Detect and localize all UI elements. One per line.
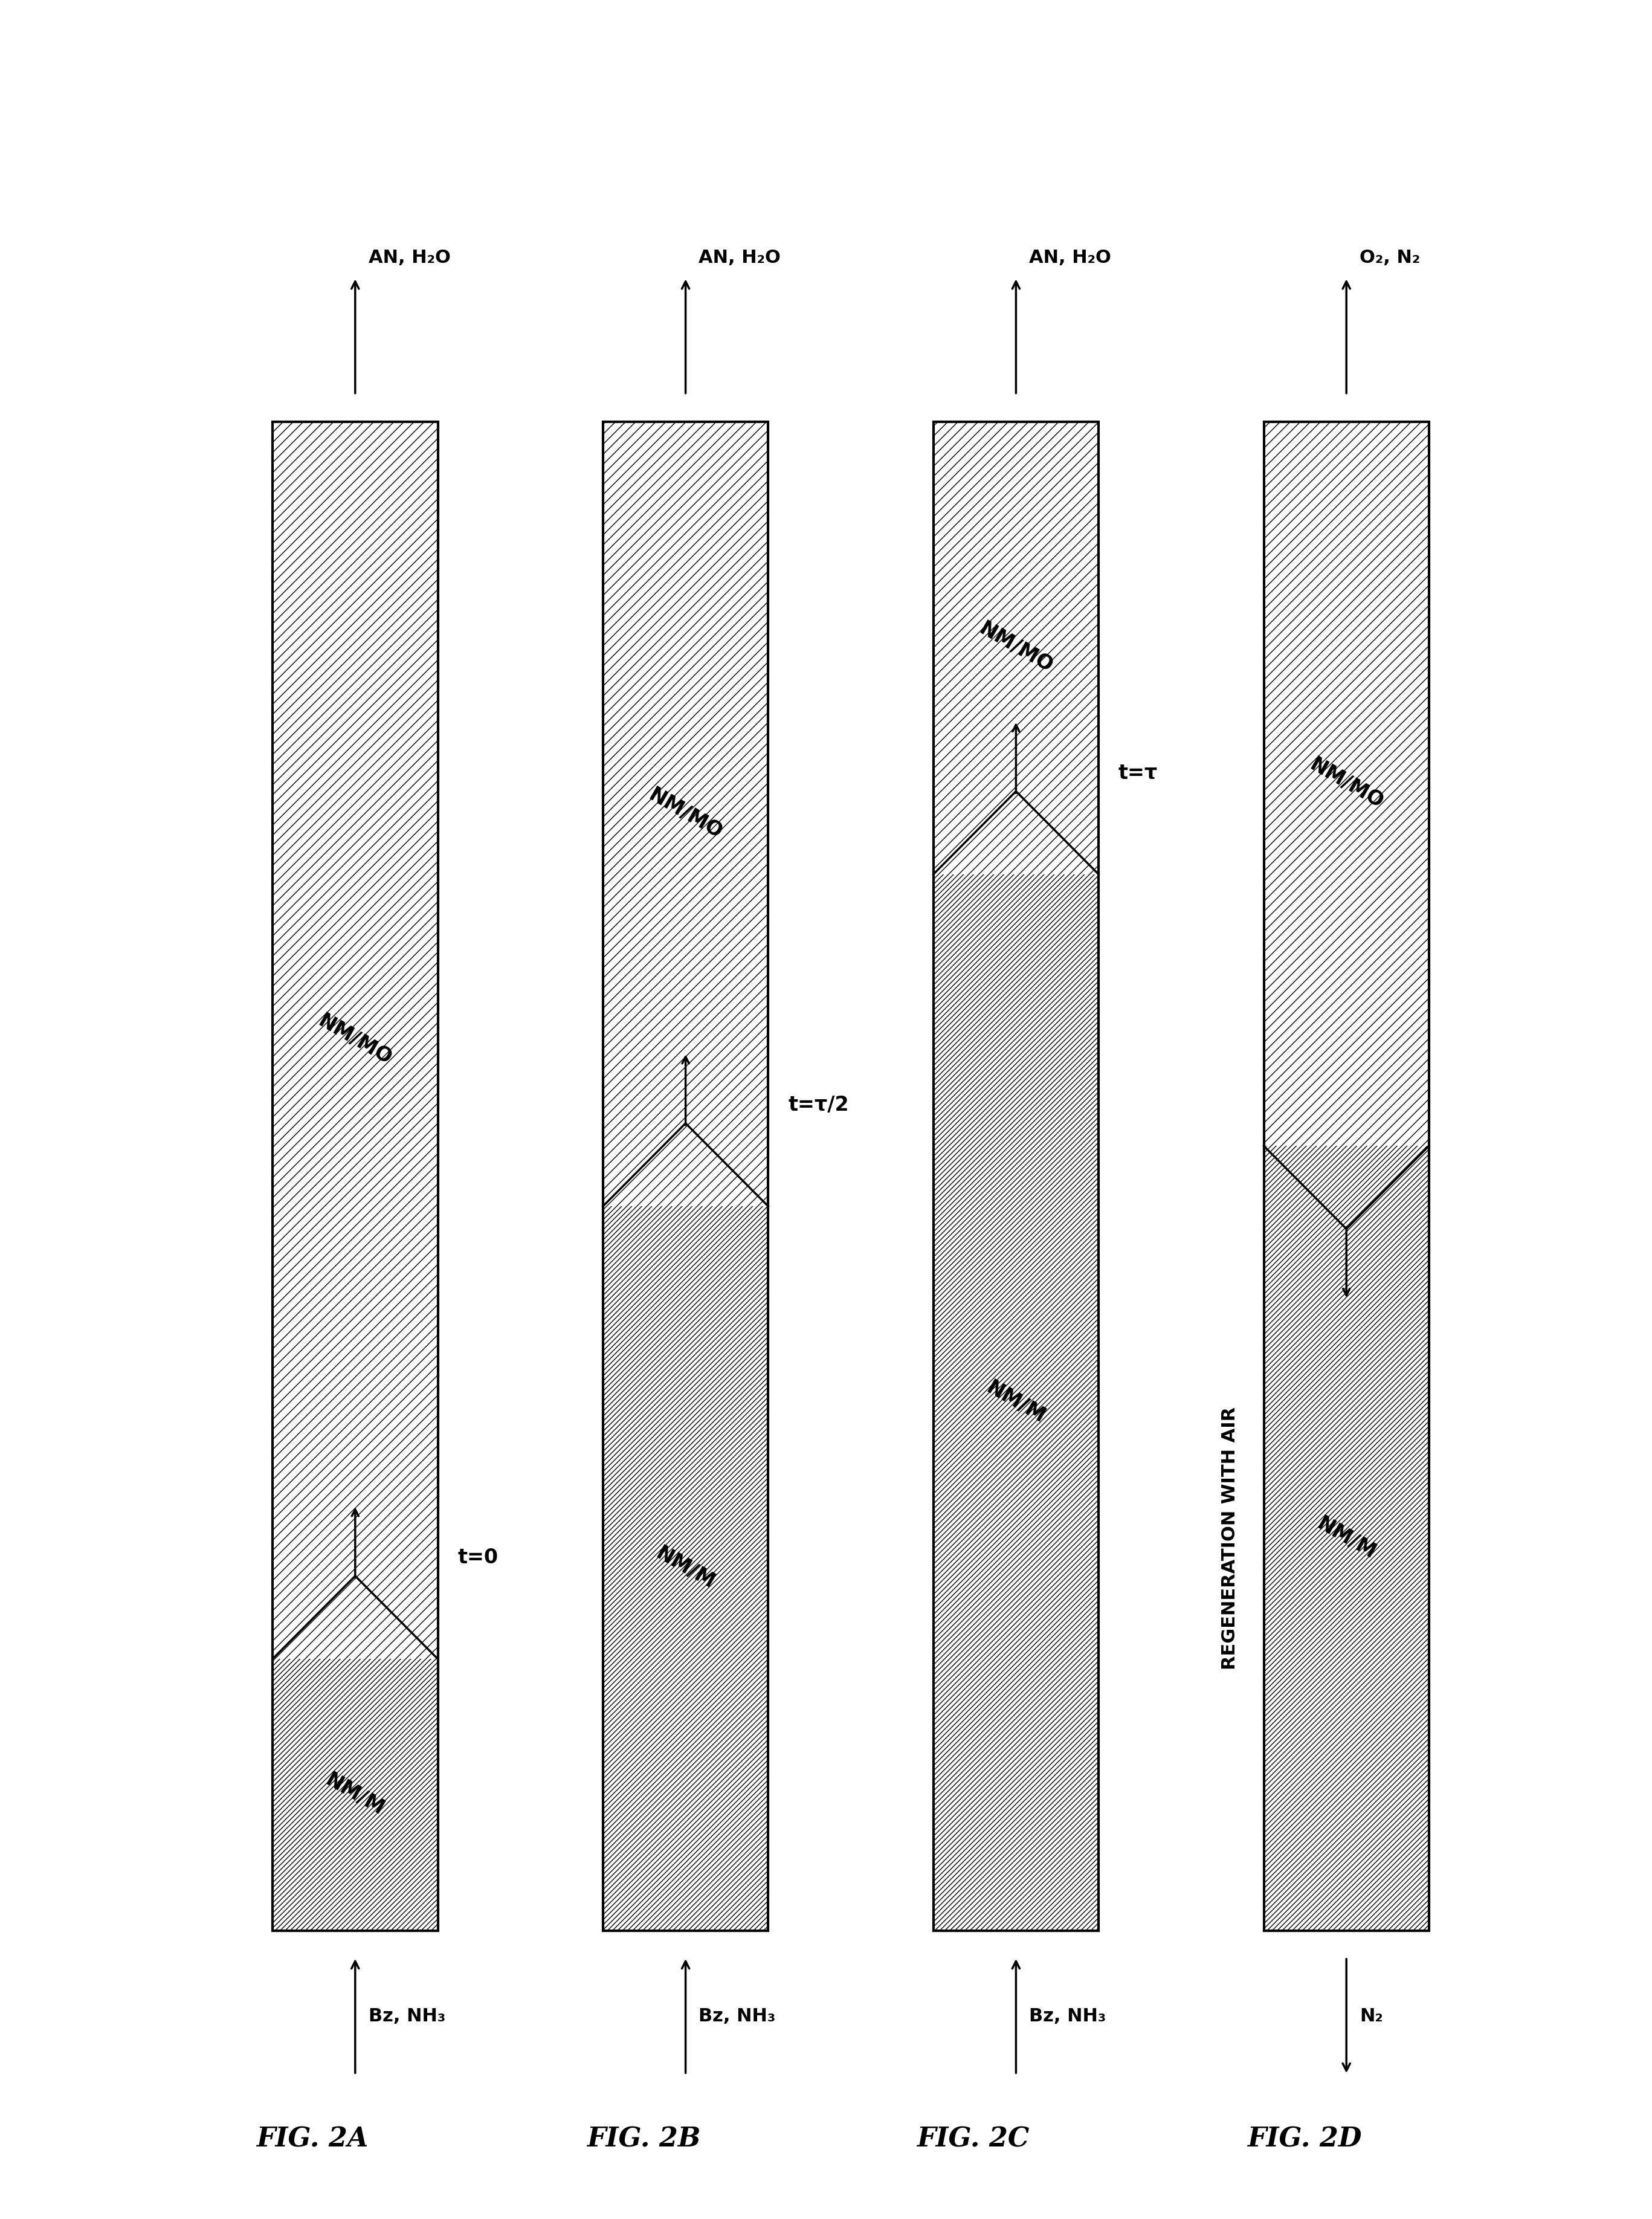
Text: FIG. 2C: FIG. 2C bbox=[917, 2126, 1029, 2152]
Text: NM/M: NM/M bbox=[983, 1378, 1049, 1427]
Bar bbox=[1264, 1145, 1429, 1931]
Bar bbox=[933, 422, 1099, 1931]
Text: FIG. 2A: FIG. 2A bbox=[256, 2126, 368, 2152]
Text: t=0: t=0 bbox=[458, 1547, 499, 1567]
Text: NM/MO: NM/MO bbox=[1307, 754, 1386, 812]
Bar bbox=[603, 1207, 768, 1931]
Text: N₂: N₂ bbox=[1360, 2008, 1383, 2024]
Text: NM/MO: NM/MO bbox=[976, 619, 1056, 677]
Text: t=τ/2: t=τ/2 bbox=[788, 1094, 849, 1114]
Bar bbox=[933, 422, 1099, 874]
Bar bbox=[273, 422, 438, 1660]
Bar bbox=[603, 422, 768, 1931]
Text: NM/M: NM/M bbox=[653, 1544, 719, 1593]
Text: AN, H₂O: AN, H₂O bbox=[699, 249, 781, 266]
Bar bbox=[1264, 422, 1429, 1145]
Text: Bz, NH₃: Bz, NH₃ bbox=[368, 2008, 446, 2024]
Bar bbox=[273, 422, 438, 1931]
Text: t=τ: t=τ bbox=[1118, 763, 1158, 783]
Text: AN, H₂O: AN, H₂O bbox=[1029, 249, 1112, 266]
Text: NM/M: NM/M bbox=[1313, 1513, 1379, 1562]
Text: NM/MO: NM/MO bbox=[316, 1012, 395, 1070]
Text: Bz, NH₃: Bz, NH₃ bbox=[699, 2008, 776, 2024]
Text: O₂, N₂: O₂, N₂ bbox=[1360, 249, 1421, 266]
Bar bbox=[273, 1660, 438, 1931]
Text: Bz, NH₃: Bz, NH₃ bbox=[1029, 2008, 1107, 2024]
Text: REGENERATION WITH AIR: REGENERATION WITH AIR bbox=[1221, 1407, 1239, 1669]
Bar bbox=[1264, 422, 1429, 1931]
Bar bbox=[603, 422, 768, 1207]
Text: FIG. 2D: FIG. 2D bbox=[1247, 2126, 1361, 2152]
Bar bbox=[933, 874, 1099, 1931]
Text: NM/M: NM/M bbox=[322, 1771, 388, 1820]
Text: AN, H₂O: AN, H₂O bbox=[368, 249, 451, 266]
Text: FIG. 2B: FIG. 2B bbox=[586, 2126, 700, 2152]
Text: NM/MO: NM/MO bbox=[646, 786, 725, 843]
